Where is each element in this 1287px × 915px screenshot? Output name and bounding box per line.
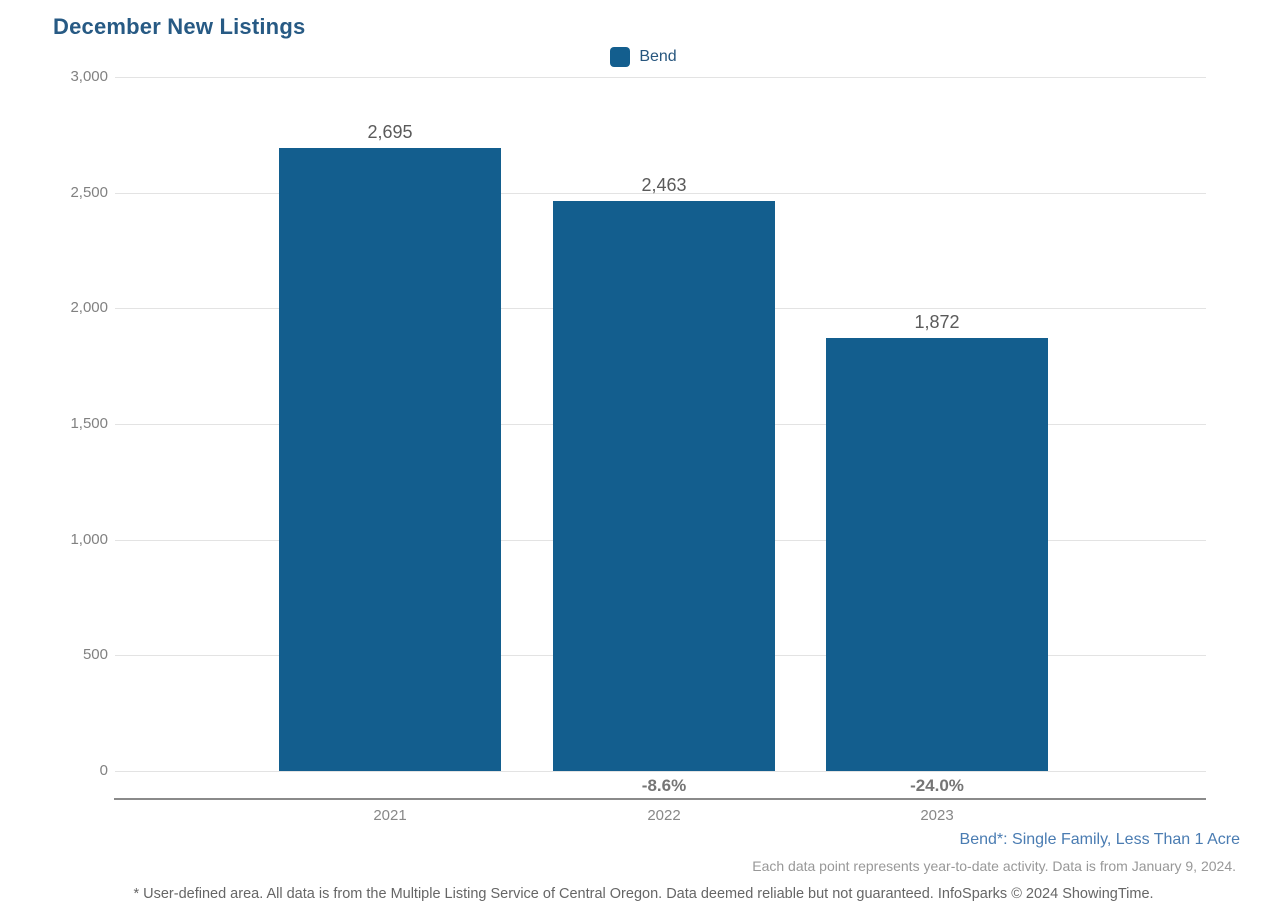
gridline-0 bbox=[115, 771, 1206, 772]
disclaimer: * User-defined area. All data is from th… bbox=[133, 886, 1154, 902]
legend[interactable]: Bend bbox=[0, 45, 1287, 69]
bar-2021[interactable] bbox=[279, 148, 501, 771]
x-tick-label-2022: 2022 bbox=[647, 807, 681, 824]
series-note: Bend*: Single Family, Less Than 1 Acre bbox=[959, 831, 1240, 848]
y-tick-label-0: 0 bbox=[99, 762, 108, 779]
gridline-3000 bbox=[115, 77, 1206, 78]
legend-swatch-bend bbox=[610, 47, 631, 67]
bar-value-label-2021: 2,695 bbox=[367, 122, 413, 142]
bar-value-label-2022: 2,463 bbox=[641, 175, 687, 195]
bar-value-label-2023: 1,872 bbox=[914, 312, 960, 332]
gridline-2500 bbox=[115, 193, 1206, 194]
y-tick-label-2000: 2,000 bbox=[70, 299, 108, 316]
x-tick-label-2021: 2021 bbox=[373, 807, 407, 824]
chart-title: December New Listings bbox=[53, 14, 306, 39]
bar-2023[interactable] bbox=[826, 338, 1048, 771]
y-tick-label-1000: 1,000 bbox=[70, 531, 108, 548]
x-tick-label-2023: 2023 bbox=[920, 807, 954, 824]
data-note: Each data point represents year-to-date … bbox=[752, 858, 1236, 874]
y-tick-label-3000: 3,000 bbox=[70, 68, 108, 85]
y-tick-label-1500: 1,500 bbox=[70, 415, 108, 432]
pct-change-label-2022: -8.6% bbox=[641, 776, 687, 795]
y-tick-label-500: 500 bbox=[82, 646, 108, 663]
x-axis-line bbox=[114, 798, 1206, 800]
pct-change-label-2023: -24.0% bbox=[910, 776, 964, 795]
legend-label-bend: Bend bbox=[639, 48, 677, 65]
bar-2022[interactable] bbox=[553, 201, 775, 771]
y-tick-label-2500: 2,500 bbox=[70, 184, 108, 201]
